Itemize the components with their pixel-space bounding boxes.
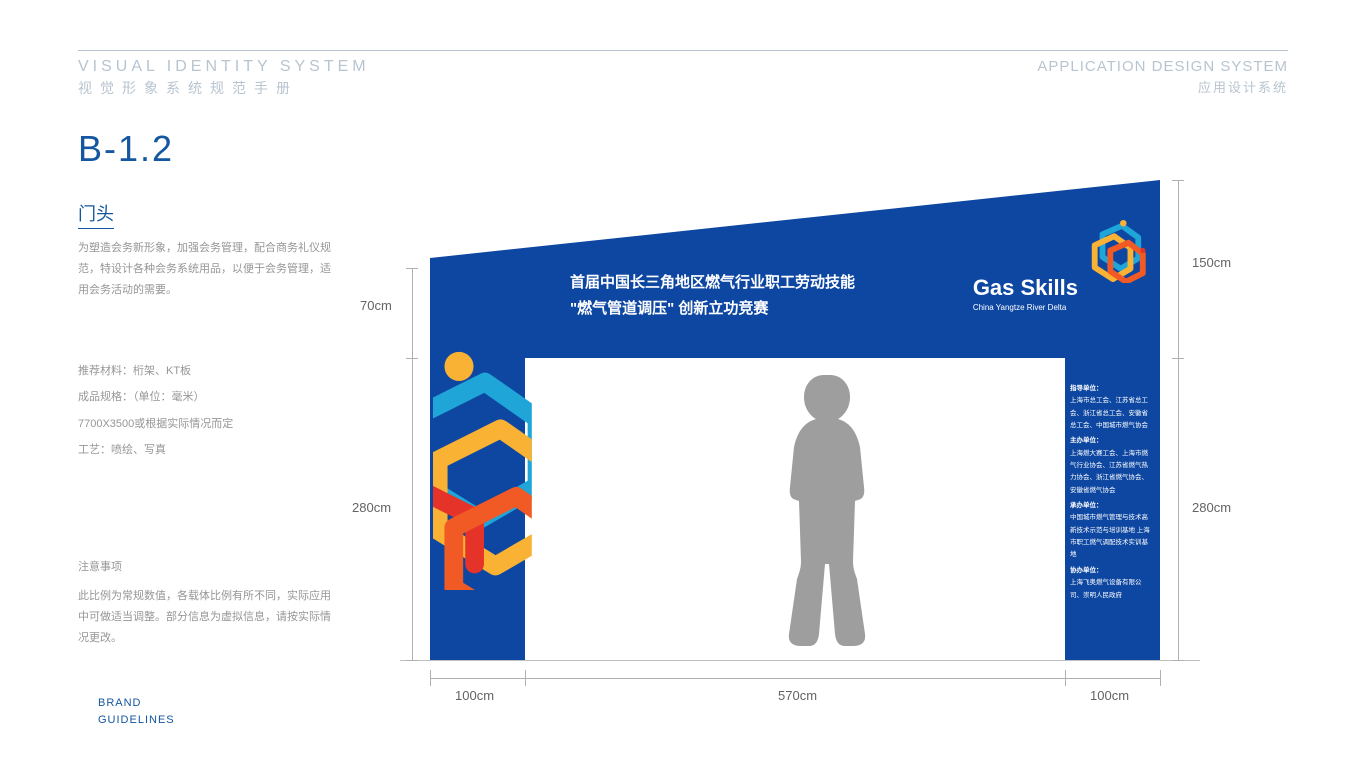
sponsor-4-h: 协办单位： (1070, 565, 1152, 577)
dim-tick (406, 660, 418, 661)
header-right: APPLICATION DESIGN SYSTEM 应用设计系统 (1037, 58, 1288, 96)
sponsor-4-b: 上海飞奥燃气设备有限公司、崇明人民政府 (1070, 577, 1152, 602)
banner-title: 首届中国长三角地区燃气行业职工劳动技能 "燃气管道调压" 创新立功竞赛 (570, 270, 940, 321)
dim-line (412, 268, 413, 358)
note-title: 注意事项 (78, 558, 122, 574)
spec-size-value: 7700X3500或根据实际情况而定 (78, 411, 333, 437)
section-title: 门头 (78, 200, 114, 229)
dim-line (1178, 358, 1179, 660)
sponsor-1-h: 指导单位： (1070, 383, 1152, 395)
banner-title-line2: "燃气管道调压" 创新立功竞赛 (570, 296, 940, 322)
spec-process: 工艺：喷绘、写真 (78, 437, 333, 463)
spec-size-label: 成品规格：（单位：毫米） (78, 384, 333, 410)
dim-line (1178, 180, 1179, 358)
logo-block: Gas Skills China Yangtze River Delta (973, 275, 1078, 312)
dim-280-right: 280cm (1192, 500, 1231, 515)
note-body: 此比例为常规数值，各载体比例有所不同，实际应用中可做适当调整。部分信息为虚拟信息… (78, 586, 333, 649)
dim-tick (1172, 180, 1184, 181)
sponsor-2-b: 上海燃大赛工会、上海市燃气行业协会、江苏省燃气热力协会、浙江省燃气协会、安徽省燃… (1070, 448, 1152, 497)
header-left: VISUAL IDENTITY SYSTEM 视觉形象系统规范手册 (78, 58, 370, 98)
sponsor-2-h: 主办单位： (1070, 435, 1152, 447)
gate-arch: 首届中国长三角地区燃气行业职工劳动技能 "燃气管道调压" 创新立功竞赛 Gas … (430, 180, 1160, 660)
dim-100-left: 100cm (455, 688, 494, 703)
dim-150: 150cm (1192, 255, 1231, 270)
footer-line2: GUIDELINES (98, 712, 175, 729)
dim-tick (1160, 670, 1161, 686)
footer-line1: BRAND (98, 695, 175, 712)
dim-570: 570cm (778, 688, 817, 703)
section-intro: 为塑造会务新形象，加强会务管理，配合商务礼仪规范，特设计各种会务系统用品，以便于… (78, 238, 333, 301)
footer-brand: BRAND GUIDELINES (98, 695, 175, 728)
dim-100-right: 100cm (1090, 688, 1129, 703)
dim-tick (1172, 660, 1184, 661)
section-title-text: 门头 (78, 200, 114, 229)
header-left-zh: 视觉形象系统规范手册 (78, 78, 370, 98)
spec-block: 推荐材料：桁架、KT板 成品规格：（单位：毫米） 7700X3500或根据实际情… (78, 358, 333, 464)
sponsor-text: 指导单位： 上海市总工会、江苏省总工会、浙江省总工会、安徽省总工会、中国城市燃气… (1070, 380, 1152, 602)
dim-line (430, 678, 1160, 679)
dim-70: 70cm (360, 298, 392, 313)
header-right-en: APPLICATION DESIGN SYSTEM (1037, 58, 1288, 75)
ground-line (400, 660, 1200, 661)
gate-diagram: 首届中国长三角地区燃气行业职工劳动技能 "燃气管道调压" 创新立功竞赛 Gas … (400, 170, 1200, 710)
header-right-zh: 应用设计系统 (1037, 77, 1288, 96)
dim-280-left: 280cm (352, 500, 391, 515)
top-rule (78, 50, 1288, 51)
dim-tick (525, 670, 526, 686)
header-left-en: VISUAL IDENTITY SYSTEM (78, 58, 370, 76)
spec-material: 推荐材料：桁架、KT板 (78, 358, 333, 384)
dim-tick (1065, 670, 1066, 686)
dim-tick (406, 268, 418, 269)
person-silhouette-icon (770, 370, 890, 660)
dim-line (412, 358, 413, 660)
logo-sub: China Yangtze River Delta (973, 303, 1078, 312)
dim-tick (430, 670, 431, 686)
page-code: B-1.2 (78, 128, 174, 170)
banner-title-line1: 首届中国长三角地区燃气行业职工劳动技能 (570, 270, 940, 296)
sponsor-3-b: 中国城市燃气管理与技术高新技术示范与培训基地 上海市职工燃气调配技术实训基地 (1070, 512, 1152, 561)
sponsor-1-b: 上海市总工会、江苏省总工会、浙江省总工会、安徽省总工会、中国城市燃气协会 (1070, 395, 1152, 432)
logo-hex-icon (1083, 218, 1148, 283)
sponsor-3-h: 承办单位： (1070, 500, 1152, 512)
logo-text: Gas Skills (973, 275, 1078, 301)
